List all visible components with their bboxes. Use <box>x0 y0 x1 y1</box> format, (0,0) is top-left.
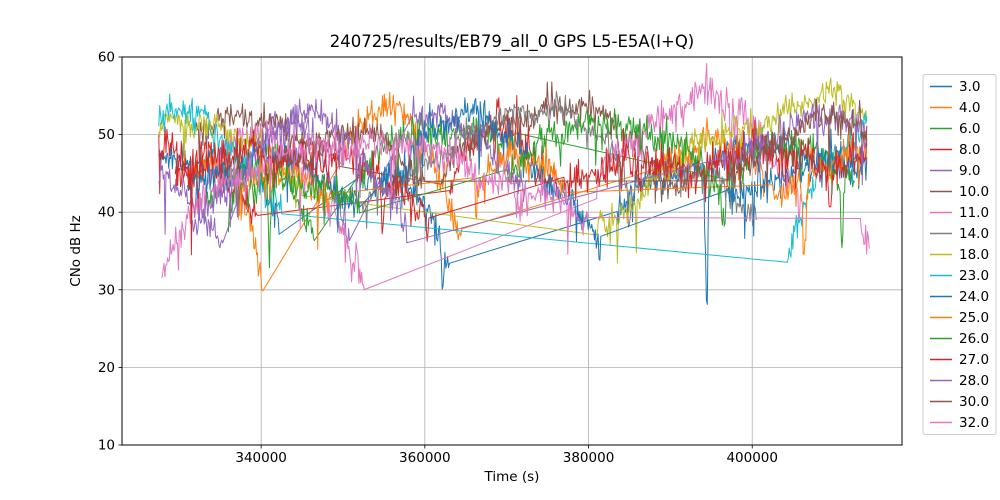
legend-item: 9.0 <box>930 163 980 179</box>
x-tick-label: 360000 <box>399 450 451 466</box>
legend-item: 25.0 <box>930 310 989 326</box>
x-tick-label: 340000 <box>235 450 287 466</box>
legend-item: 27.0 <box>930 352 989 368</box>
legend-label: 30.0 <box>959 394 989 410</box>
legend-label: 26.0 <box>959 331 989 347</box>
chart-title: 240725/results/EB79_all_0 GPS L5-E5A(I+Q… <box>330 32 695 52</box>
legend-label: 3.0 <box>959 79 980 95</box>
legend-item: 4.0 <box>930 100 980 116</box>
y-tick-label: 40 <box>98 205 115 221</box>
legend-frame <box>922 74 997 435</box>
series-layer <box>158 63 870 305</box>
legend-item: 10.0 <box>930 184 989 200</box>
legend-item: 14.0 <box>930 226 989 242</box>
legend-label: 23.0 <box>959 268 989 284</box>
legend-item: 3.0 <box>930 79 980 95</box>
legend-label: 27.0 <box>959 352 989 368</box>
legend-label: 4.0 <box>959 100 980 116</box>
y-tick-label: 10 <box>98 438 115 454</box>
y-tick-label: 50 <box>98 127 115 143</box>
legend-label: 32.0 <box>959 415 989 431</box>
legend-item: 11.0 <box>930 205 989 221</box>
legend-label: 6.0 <box>959 121 980 137</box>
y-tick-label: 20 <box>98 360 115 376</box>
legend-label: 18.0 <box>959 247 989 263</box>
y-tick-label: 60 <box>98 50 115 66</box>
legend-item: 30.0 <box>930 394 989 410</box>
legend-label: 24.0 <box>959 289 989 305</box>
legend-item: 6.0 <box>930 121 980 137</box>
y-tick-label: 30 <box>98 282 115 298</box>
legend-label: 10.0 <box>959 184 989 200</box>
x-tick-label: 400000 <box>726 450 778 466</box>
legend-label: 14.0 <box>959 226 989 242</box>
legend-item: 23.0 <box>930 268 989 284</box>
x-axis-label: Time (s) <box>484 469 540 485</box>
legend-label: 9.0 <box>959 163 980 179</box>
legend: 3.0 4.0 6.0 8.0 9.0 10.0 11.0 14.0 18.0 23.0 24.0 2… <box>922 74 997 435</box>
y-axis-label: CNo dB Hz <box>68 215 84 286</box>
legend-label: 8.0 <box>959 142 980 158</box>
x-tick-label: 380000 <box>563 450 615 466</box>
plot-frame <box>121 56 903 446</box>
legend-label: 11.0 <box>959 205 989 221</box>
legend-item: 26.0 <box>930 331 989 347</box>
legend-item: 24.0 <box>930 289 989 305</box>
legend-item: 8.0 <box>930 142 980 158</box>
legend-label: 25.0 <box>959 310 989 326</box>
legend-label: 28.0 <box>959 373 989 389</box>
series-line-6.0 <box>203 111 855 269</box>
legend-item: 28.0 <box>930 373 989 389</box>
legend-item: 18.0 <box>930 247 989 263</box>
series-line-32.0 <box>211 123 870 255</box>
legend-item: 32.0 <box>930 415 989 431</box>
tick-layer: 340000 360000 380000 400000 10 20 30 40 50 60 <box>98 50 778 467</box>
